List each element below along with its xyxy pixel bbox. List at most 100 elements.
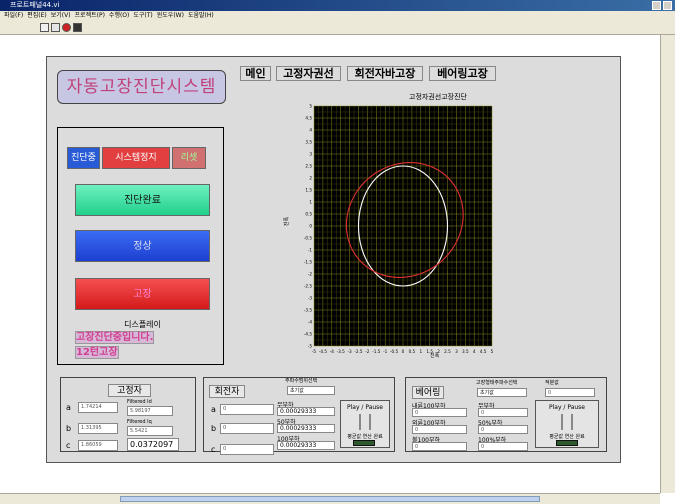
stator-result: 0.0372097 (127, 438, 179, 451)
scroll-thumb[interactable] (120, 496, 540, 502)
stator-row-value: 1.31395 (78, 423, 118, 434)
chart-x-label: 진폭 (430, 353, 440, 359)
stator-title: 고정자 (108, 384, 151, 397)
rotor-freq-select[interactable]: 초기값 (287, 386, 335, 395)
bearing-left-label: 볼100부하 (412, 437, 441, 444)
bearing-left-value: 0 (412, 425, 467, 434)
x-tick-label: 2.5 (444, 349, 451, 354)
bearing-play-pause-button[interactable]: Play / Pause 평균값 연산 완료 (535, 400, 599, 448)
x-tick-label: -3 (348, 349, 353, 354)
y-tick-label: 3.5 (305, 140, 312, 145)
menu-item[interactable]: 윈도우(W) (156, 12, 184, 19)
rotor-title: 회전자 (209, 385, 245, 398)
rotor-load-label: 50부하 (277, 419, 296, 426)
rotor-freq-label: 주파수범위선택 (285, 378, 318, 384)
bearing-avg-label: 평균값 연산 완료 (549, 434, 585, 440)
y-tick-label: 4.5 (305, 116, 312, 121)
x-tick-label: -4.5 (319, 349, 328, 354)
rotor-play-label: Play / Pause (347, 404, 383, 411)
bearing-freq-select[interactable]: 초기값 (477, 388, 527, 397)
menu-item[interactable]: 도구(T) (133, 12, 153, 19)
menu-item[interactable]: 수행(O) (108, 12, 130, 19)
stator-row-label: c (66, 441, 71, 450)
bearing-right-label: 50%부하 (478, 420, 503, 427)
pause-icon[interactable] (73, 23, 82, 32)
x-tick-label: -1.5 (372, 349, 381, 354)
reset-button[interactable]: 리셋 (172, 147, 206, 169)
run-arrow-icon[interactable] (40, 23, 49, 32)
maximize-button[interactable] (663, 1, 672, 10)
minimize-button[interactable] (652, 1, 661, 10)
bearing-left-label: 외륜100부하 (412, 420, 446, 427)
y-tick-label: 0 (309, 224, 312, 229)
pause-bars-icon (359, 414, 371, 430)
x-tick-label: 3.5 (462, 349, 469, 354)
window-title: 프로트패널44.vi (10, 1, 60, 9)
integral-label: 적분값 (545, 380, 559, 386)
x-tick-label: -0.5 (390, 349, 399, 354)
y-tick-label: 1 (309, 200, 312, 205)
menu-item[interactable]: 파일(F) (4, 12, 24, 19)
chart-title: 고정자권선고장진단 (409, 93, 467, 101)
y-tick-label: -4.5 (304, 332, 313, 337)
menu-item[interactable]: 도움말(H) (187, 12, 214, 19)
bearing-freq-label: 고장형태주파수선택 (476, 380, 518, 386)
diagnosis-complete-button[interactable]: 진단완료 (75, 184, 210, 216)
menu-bar: 파일(F) 편집(E) 보기(V) 프로젝트(P) 수행(O) 도구(T) 윈도우(W) 도움… (0, 11, 675, 21)
nav-bearing-button[interactable]: 베어링고장 (429, 66, 496, 81)
y-tick-label: -2.5 (304, 284, 313, 289)
stator-row-label: a (66, 403, 71, 412)
x-tick-label: -2 (365, 349, 370, 354)
system-stop-button[interactable]: 시스템정지 (102, 147, 170, 169)
nav-stator-button[interactable]: 고정자권선 (276, 66, 341, 81)
rotor-row-value: 0 (220, 404, 274, 415)
x-tick-label: 4.5 (480, 349, 487, 354)
y-tick-label: -0.5 (304, 236, 313, 241)
normal-indicator: 정상 (75, 230, 210, 262)
y-tick-label: 4 (309, 128, 312, 133)
abort-icon[interactable] (62, 23, 71, 32)
menu-item[interactable]: 프로젝트(P) (74, 12, 105, 19)
y-tick-label: -1.5 (304, 260, 313, 265)
y-tick-label: -5 (308, 344, 313, 349)
series-curve-1 (345, 161, 464, 279)
diagnose-button[interactable]: 진단중 (67, 147, 100, 169)
filtered-iq-value: 5.5421 (127, 426, 173, 436)
vertical-scrollbar[interactable] (660, 35, 675, 493)
bearing-right-value: 0 (478, 408, 528, 417)
x-tick-label: -3.5 (337, 349, 346, 354)
rotor-load-label: 100부하 (277, 436, 300, 443)
y-tick-label: 2.5 (305, 164, 312, 169)
stator-row-label: b (66, 424, 72, 433)
pause-bars-icon (561, 414, 573, 430)
x-tick-label: 1 (419, 349, 422, 354)
rotor-load-label: 무부하 (277, 402, 294, 409)
bearing-left-label: 내륜100부하 (412, 403, 446, 410)
bearing-left-value: 0 (412, 442, 467, 451)
display-line-2: 12턴고장 (75, 346, 119, 359)
fault-indicator: 고장 (75, 278, 210, 310)
series-curve-0 (357, 165, 449, 287)
run-continuous-icon[interactable] (51, 23, 60, 32)
x-tick-label: -2.5 (354, 349, 363, 354)
y-tick-label: 5 (309, 104, 312, 109)
rotor-row-label: b (211, 424, 217, 433)
nav-rotor-button[interactable]: 회전자바고장 (347, 66, 423, 81)
rotor-row-label: a (211, 405, 216, 414)
bearing-left-value: 0 (412, 408, 467, 417)
y-tick-label: 1.5 (305, 188, 312, 193)
stator-row-value: 1.74214 (78, 402, 118, 413)
y-tick-label: -3 (308, 296, 313, 301)
y-tick-label: 2 (309, 176, 312, 181)
bearing-right-value: 0 (478, 425, 528, 434)
bearing-right-label: 무부하 (478, 403, 495, 410)
menu-item[interactable]: 보기(V) (50, 12, 71, 19)
display-label: 디스플레이 (124, 320, 161, 329)
x-tick-label: 1.5 (426, 349, 433, 354)
horizontal-scrollbar[interactable] (0, 493, 660, 504)
integral-value: 0 (545, 388, 595, 397)
menu-item[interactable]: 편집(E) (27, 12, 47, 19)
y-tick-label: 0.5 (305, 212, 312, 217)
bearing-title: 베어링 (412, 386, 444, 399)
nav-main-button[interactable]: 메인 (240, 66, 271, 81)
